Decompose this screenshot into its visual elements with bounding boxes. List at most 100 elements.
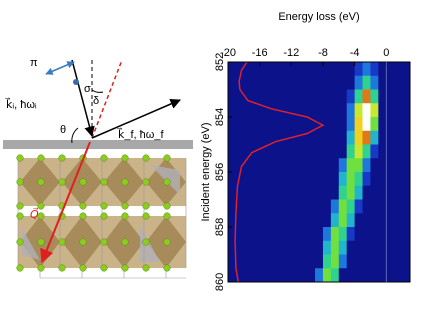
heat-cell: [243, 144, 253, 159]
heat-cell: [228, 89, 237, 104]
heat-cell: [378, 268, 387, 283]
heat-cell: [228, 172, 237, 187]
heat-cell: [307, 89, 316, 104]
heat-cell: [322, 172, 332, 187]
heat-cell: [402, 268, 411, 283]
heat-cell: [330, 158, 340, 173]
heat-cell: [275, 144, 284, 159]
theta-label: θ: [60, 124, 66, 136]
heat-cell: [378, 199, 387, 214]
heat-cell: [307, 117, 316, 132]
heat-cell: [299, 213, 308, 228]
heat-cell: [283, 144, 292, 159]
heat-cell: [370, 240, 379, 255]
heat-cell: [370, 199, 379, 214]
heat-cell: [394, 62, 403, 77]
atom: [100, 202, 108, 210]
heat-cell: [386, 117, 395, 132]
heat-cell: [243, 172, 253, 187]
atom: [79, 212, 87, 220]
heat-cell: [386, 75, 395, 90]
heat-cell: [291, 254, 300, 269]
heat-cell: [338, 117, 348, 132]
heat-cell: [228, 103, 237, 118]
heat-cell: [362, 172, 371, 187]
xas-curve: [234, 61, 325, 283]
heat-cell: [362, 89, 371, 104]
atom: [37, 264, 45, 272]
heat-cell: [283, 213, 292, 228]
heat-cell: [243, 62, 253, 77]
atom: [16, 202, 24, 210]
heat-cell: [283, 254, 292, 269]
heat-cell: [291, 103, 300, 118]
atom: [100, 154, 108, 162]
heat-cell: [228, 130, 237, 145]
atom: [100, 212, 108, 220]
heat-cell: [378, 103, 387, 118]
atom: [16, 264, 24, 272]
atom: [58, 264, 66, 272]
heat-cell: [291, 89, 300, 104]
atom: [163, 212, 171, 220]
heat-cell: [402, 185, 411, 200]
heat-cell: [299, 199, 308, 214]
heat-cell: [370, 185, 379, 200]
heat-cell: [228, 199, 237, 214]
heat-cell: [259, 199, 268, 214]
heat-cell: [235, 240, 245, 255]
heat-cell: [291, 185, 300, 200]
atom: [58, 238, 66, 246]
heat-cell: [370, 130, 379, 145]
heat-cell: [299, 62, 308, 77]
heat-cell: [259, 213, 268, 228]
heat-cell: [378, 227, 387, 242]
heat-cell: [322, 117, 332, 132]
y-tick-label: 858: [214, 218, 226, 236]
heat-cell: [330, 199, 340, 214]
heat-cell: [394, 227, 403, 242]
heat-cell: [386, 185, 395, 200]
atom: [58, 154, 66, 162]
theta-arc: [71, 127, 79, 144]
heat-cell: [322, 158, 332, 173]
heat-cell: [259, 254, 268, 269]
heat-cell: [346, 227, 356, 242]
heat-cell: [259, 185, 268, 200]
x-tick-label: -4: [350, 47, 360, 59]
x-tick-label: -8: [318, 47, 328, 59]
heat-cell: [338, 144, 348, 159]
heat-cell: [346, 199, 356, 214]
heat-cell: [346, 144, 356, 159]
heat-cell: [370, 172, 379, 187]
heat-cell: [402, 199, 411, 214]
heat-cell: [259, 62, 268, 77]
heat-cell: [346, 158, 356, 173]
heat-cell: [267, 75, 276, 90]
heat-cell: [228, 62, 237, 77]
heat-cell: [386, 172, 395, 187]
heat-cell: [330, 227, 340, 242]
atom: [37, 154, 45, 162]
heat-cell: [362, 213, 371, 228]
heat-cell: [307, 75, 316, 90]
heat-cell: [307, 199, 316, 214]
heat-cell: [267, 199, 276, 214]
heat-cell: [402, 227, 411, 242]
atom: [37, 212, 45, 220]
heat-cell: [330, 144, 340, 159]
heat-cell: [338, 254, 348, 269]
heat-cell: [283, 117, 292, 132]
atom: [142, 154, 150, 162]
heat-cell: [362, 158, 371, 173]
heat-cell: [346, 62, 356, 77]
heat-cell: [346, 240, 356, 255]
atom: [16, 154, 24, 162]
heat-cell: [299, 130, 308, 145]
heat-cell: [315, 144, 324, 159]
heat-cell: [402, 254, 411, 269]
heat-cell: [251, 62, 261, 77]
heat-cell: [315, 172, 324, 187]
heat-cell: [283, 199, 292, 214]
